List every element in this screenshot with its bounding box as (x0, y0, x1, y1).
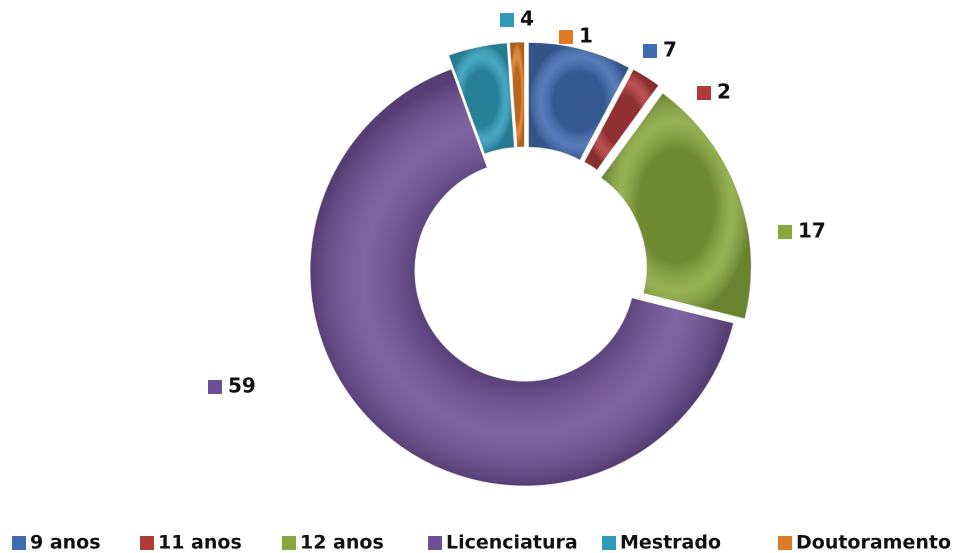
data-label: 7 (663, 38, 677, 62)
data-label: 59 (228, 374, 256, 398)
legend-label: Doutoramento (796, 532, 951, 553)
legend-label: 12 anos (300, 532, 384, 553)
legend-label: Licenciatura (446, 532, 578, 553)
data-label: 4 (520, 7, 534, 31)
label-key (208, 380, 222, 394)
legend-key (778, 536, 792, 550)
data-label: 1 (579, 24, 593, 48)
legend-key (12, 536, 26, 550)
legend: 9 anos 11 anos 12 anos Licenciatura Mestrado… (12, 532, 951, 553)
donut (309, 41, 752, 487)
legend-label: 9 anos (30, 532, 101, 553)
legend-label: Mestrado (620, 532, 721, 553)
legend-key (602, 536, 616, 550)
legend-key (140, 536, 154, 550)
legend-label: 11 anos (158, 532, 242, 553)
legend-key (282, 536, 296, 550)
legend-key (428, 536, 442, 550)
data-labels: 7 2 17 59 4 1 (208, 7, 826, 398)
label-key (559, 30, 573, 44)
label-key (643, 44, 657, 58)
label-key (500, 13, 514, 27)
data-label: 2 (717, 80, 731, 104)
label-key (697, 86, 711, 100)
label-key (778, 225, 792, 239)
data-label: 17 (798, 219, 826, 243)
